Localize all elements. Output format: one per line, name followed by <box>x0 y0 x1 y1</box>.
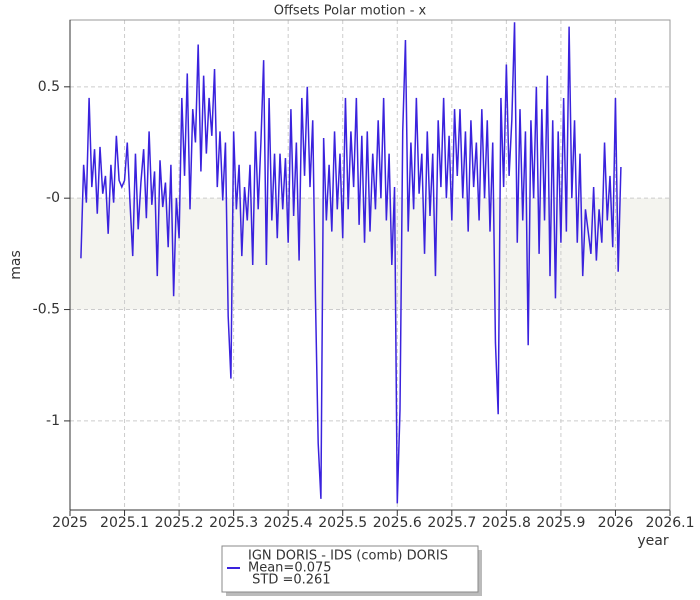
legend-text: Mean=0.075 <box>248 561 332 576</box>
x-tick-label: 2025.1 <box>100 515 149 531</box>
chart-title: Offsets Polar motion - x <box>274 4 427 19</box>
x-tick-label: 2026 <box>598 515 634 531</box>
x-tick-label: 2025.2 <box>155 515 204 531</box>
x-tick-label: 2026.1 <box>646 515 695 531</box>
x-tick-label: 2025.6 <box>373 515 422 531</box>
y-axis-label: mas <box>8 250 24 280</box>
y-tick-label: 0.5 <box>38 79 60 95</box>
x-tick-label: 2025.7 <box>427 515 476 531</box>
x-tick-label: 2025.4 <box>264 515 313 531</box>
x-tick-label: 2025.5 <box>318 515 367 531</box>
legend-box <box>221 545 479 593</box>
y-tick-label: -0 <box>46 190 60 206</box>
data-line <box>80 22 622 504</box>
x-axis-label: year <box>637 533 668 549</box>
y-tick-label: -0.5 <box>33 302 60 318</box>
legend-title: IGN DORIS - IDS (comb) DORIS <box>248 549 448 564</box>
x-tick-label: 2025.8 <box>482 515 531 531</box>
x-tick-label: 2025.9 <box>536 515 585 531</box>
legend-text: STD =0.261 <box>248 573 331 588</box>
x-tick-label: 2025.3 <box>209 515 258 531</box>
x-tick-label: 2025 <box>52 515 88 531</box>
y-tick-label: -1 <box>46 413 60 429</box>
